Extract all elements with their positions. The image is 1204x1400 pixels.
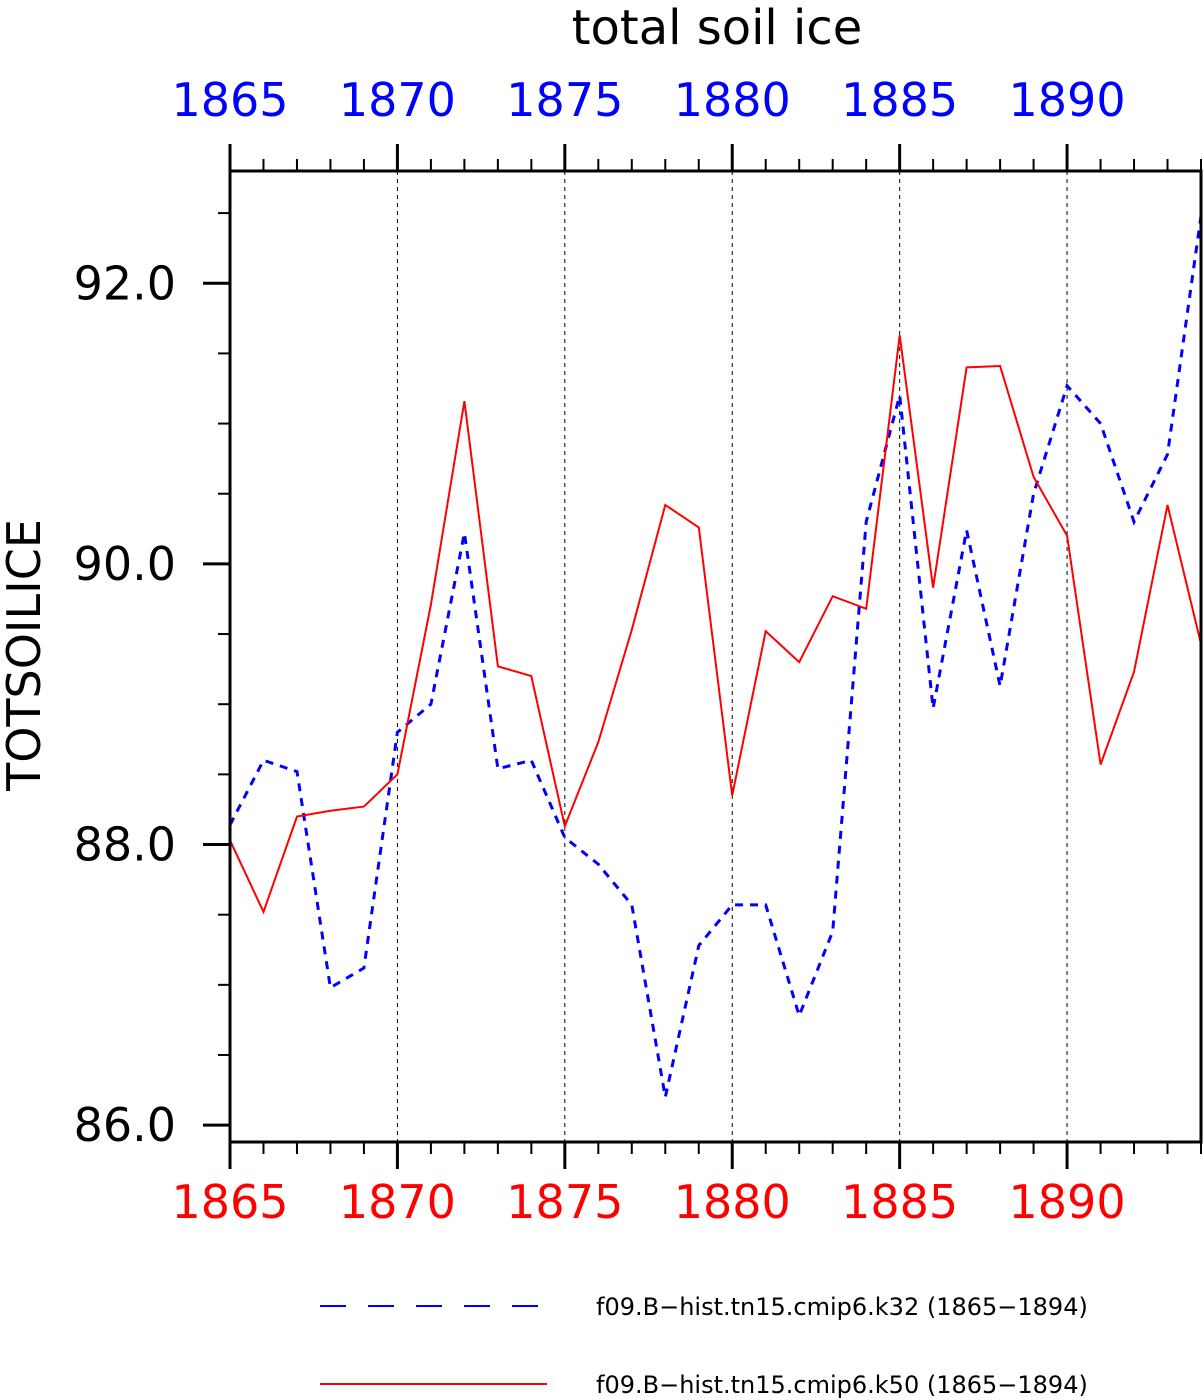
x-tick-label-top: 1885 [841,73,958,127]
legend: f09.B−hist.tn15.cmip6.k32 (1865−1894) f09… [320,1293,1088,1399]
grid-lines [396,171,1068,1142]
axis-ticks [203,144,1202,1169]
legend-label-1: f09.B−hist.tn15.cmip6.k32 (1865−1894) [596,1293,1088,1321]
x-tick-label-bottom: 1875 [506,1175,623,1229]
x-tick-label-bottom: 1870 [339,1175,456,1229]
series-line-1 [228,215,1203,1098]
x-tick-label-top: 1880 [674,73,791,127]
legend-label-2: f09.B−hist.tn15.cmip6.k50 (1865−1894) [596,1371,1088,1399]
x-tick-label-top: 1870 [339,73,456,127]
x-tick-label-bottom: 1885 [841,1175,958,1229]
x-tick-label-bottom: 1890 [1009,1175,1126,1229]
x-tick-label-top: 1890 [1009,73,1126,127]
x-tick-label-bottom: 1880 [674,1175,791,1229]
series-lines [228,215,1203,1098]
x-tick-label-top: 1865 [171,73,288,127]
x-tick-label-top: 1875 [506,73,623,127]
x-tick-label-bottom: 1865 [171,1175,288,1229]
plot-frame [228,169,1203,1144]
y-tick-label: 86.0 [74,1098,176,1152]
y-tick-label: 90.0 [74,537,176,591]
chart-title: total soil ice [572,0,863,56]
y-axis-label: TOTSOILICE [0,519,51,792]
series-line-2 [229,335,1202,915]
y-tick-label: 88.0 [74,818,176,872]
y-tick-label: 92.0 [74,256,176,310]
tick-labels: 1865 1865 1870 1870 1875 1875 1880 1880 1885 1885… [74,73,1126,1229]
